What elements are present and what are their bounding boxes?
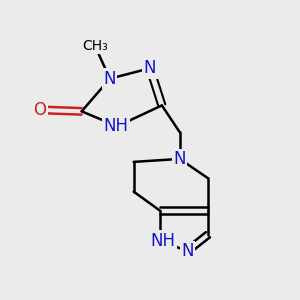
Text: N: N bbox=[173, 150, 186, 168]
Text: NH: NH bbox=[150, 232, 175, 250]
Text: N: N bbox=[181, 242, 194, 260]
Text: O: O bbox=[34, 101, 46, 119]
Text: N: N bbox=[103, 70, 116, 88]
Text: NH: NH bbox=[103, 117, 128, 135]
Text: N: N bbox=[144, 59, 156, 77]
Text: CH₃: CH₃ bbox=[82, 39, 108, 53]
